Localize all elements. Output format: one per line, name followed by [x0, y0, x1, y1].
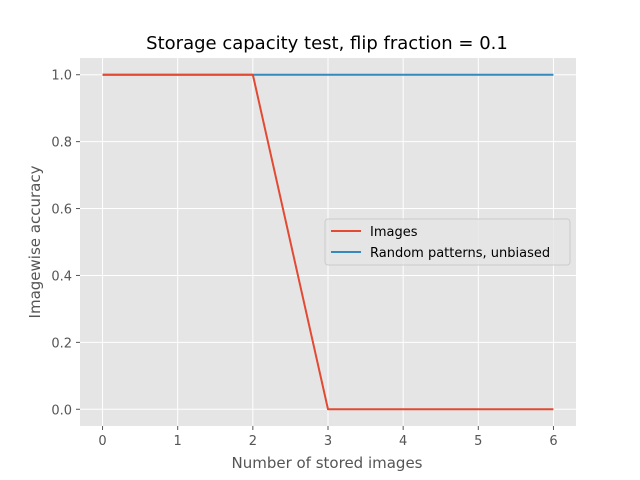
x-tick-label: 6 — [549, 434, 557, 449]
y-tick-label: 0.4 — [51, 269, 72, 284]
legend-box — [324, 218, 571, 266]
x-tick-label: 4 — [399, 434, 407, 449]
x-tick-label: 1 — [174, 434, 182, 449]
x-tick-label: 5 — [474, 434, 482, 449]
series-layer — [102, 73, 554, 411]
chart-title: Storage capacity test, flip fraction = 0… — [146, 33, 508, 54]
x-axis-label: Number of stored images — [231, 454, 422, 472]
legend: Images Random patterns, unbiased — [324, 218, 571, 266]
series-line-images — [102, 73, 554, 411]
y-tick-label: 0.6 — [51, 203, 72, 218]
x-tick-label: 2 — [249, 434, 257, 449]
legend-label-random-patterns: Random patterns, unbiased — [370, 246, 550, 261]
y-tick-label: 1.0 — [51, 69, 72, 84]
legend-label-images: Images — [370, 225, 418, 240]
y-tick-label: 0.0 — [51, 403, 72, 418]
y-axis-label: Imagewise accuracy — [26, 165, 44, 318]
y-tick-label: 0.8 — [51, 136, 72, 151]
x-tick-label: 0 — [98, 434, 106, 449]
x-tick-label: 3 — [324, 434, 332, 449]
y-tick-label: 0.2 — [51, 336, 72, 351]
tick-layer: 0 1 2 3 4 5 6 0.0 0.2 0.4 0.6 0.8 1.0 — [51, 69, 557, 449]
